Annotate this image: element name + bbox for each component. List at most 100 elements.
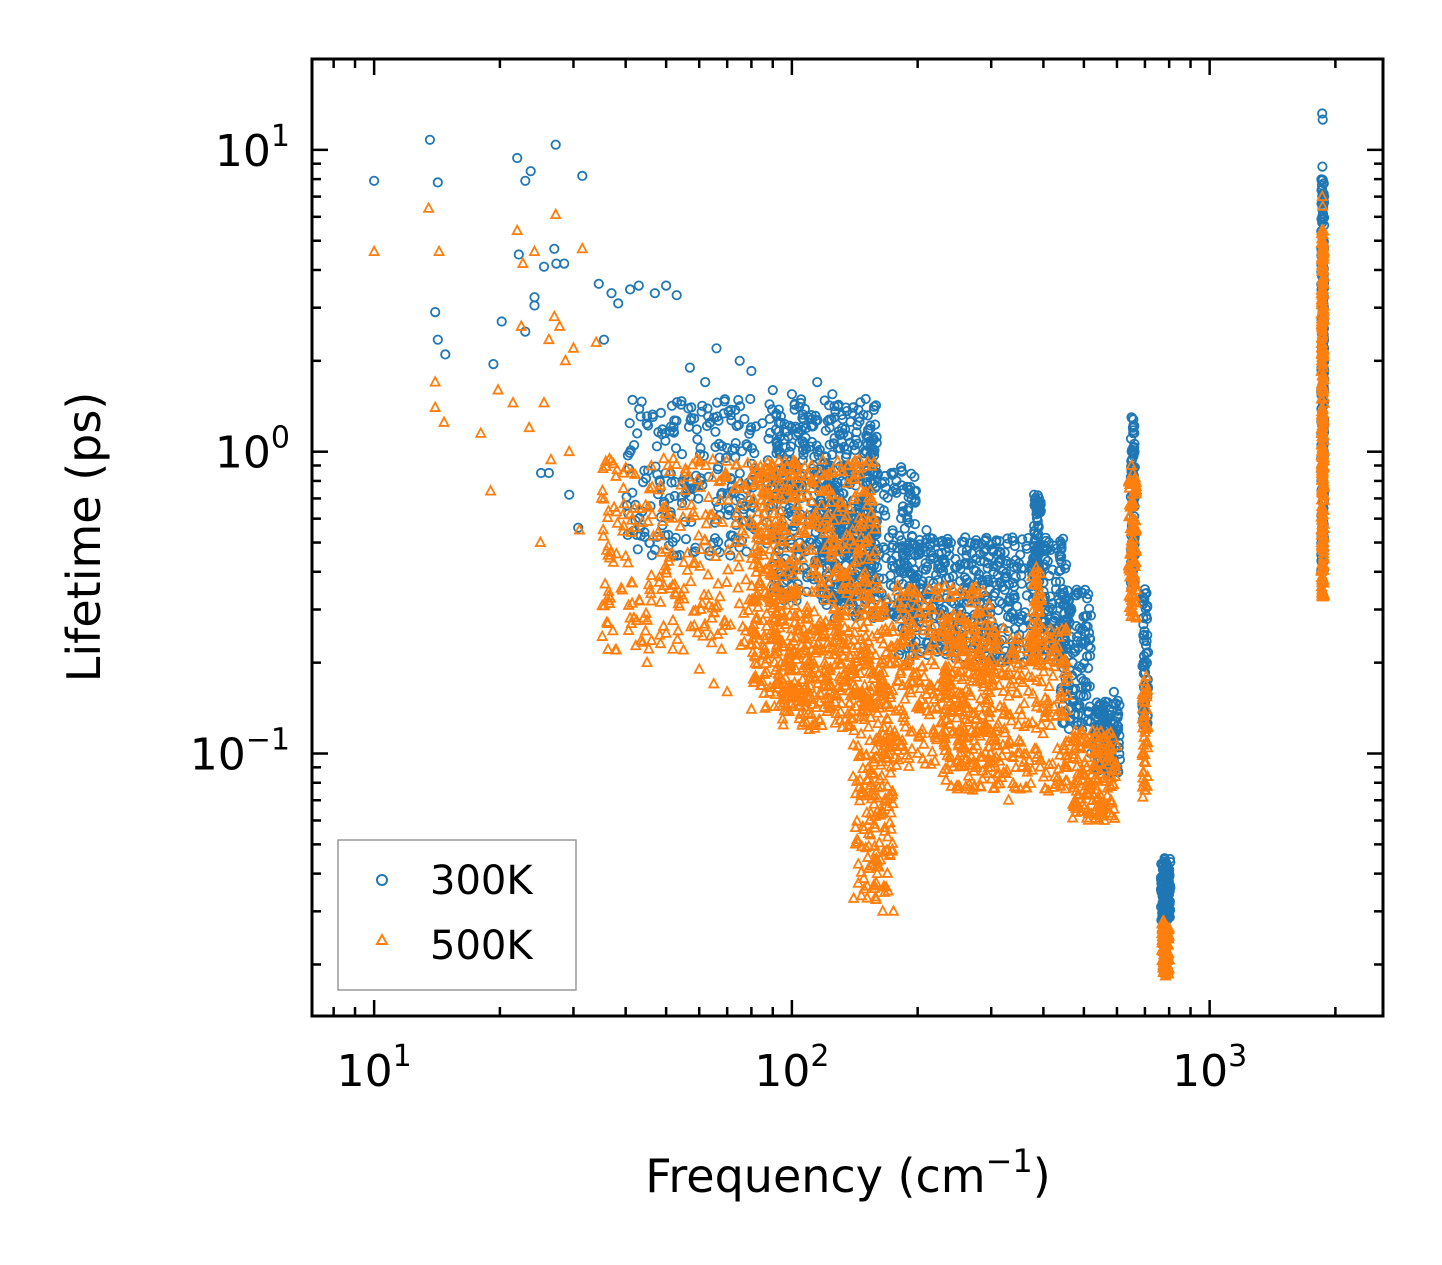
- data-point-300k: [1156, 877, 1167, 888]
- data-point-300k: [1080, 610, 1091, 622]
- data-point-500k: [676, 498, 689, 511]
- data-point-300k: [840, 452, 852, 463]
- data-point-500k: [576, 241, 589, 254]
- data-point-500k: [611, 516, 624, 528]
- data-point-500k: [684, 620, 697, 632]
- data-point-300k: [1009, 540, 1020, 552]
- data-point-500k: [796, 539, 809, 552]
- data-point-500k: [741, 456, 754, 468]
- data-point-500k: [600, 459, 613, 471]
- data-point-300k: [733, 419, 744, 430]
- data-point-300k: [993, 605, 1004, 616]
- data-point-500k: [735, 524, 748, 536]
- data-point-300k: [430, 306, 441, 318]
- data-point-500k: [615, 581, 628, 593]
- data-point-500k: [769, 513, 782, 526]
- data-point-500k: [715, 642, 728, 654]
- data-point-500k: [698, 617, 711, 629]
- data-point-300k: [914, 539, 925, 550]
- data-point-300k: [671, 290, 682, 301]
- data-point-500k: [688, 508, 701, 521]
- data-point-500k: [799, 612, 812, 624]
- data-point-500k: [511, 223, 524, 236]
- data-point-500k: [1316, 189, 1329, 202]
- data-point-500k: [716, 515, 729, 527]
- data-point-300k: [683, 421, 695, 432]
- data-point-500k: [640, 606, 653, 618]
- data-point-300k: [785, 441, 797, 452]
- data-point-300k: [824, 414, 835, 425]
- data-point-300k: [871, 431, 882, 442]
- data-point-300k: [1080, 620, 1091, 632]
- data-point-300k: [549, 243, 560, 254]
- data-point-500k: [694, 602, 707, 614]
- data-point-500k: [764, 542, 777, 554]
- data-point-300k: [1033, 502, 1044, 513]
- data-point-500k: [694, 542, 707, 554]
- data-point-300k: [744, 428, 755, 439]
- data-point-500k: [788, 480, 801, 492]
- data-point-300k: [577, 170, 588, 181]
- data-point-300k: [1109, 718, 1120, 729]
- data-point-300k: [624, 284, 636, 295]
- data-point-300k: [660, 280, 672, 291]
- data-point-300k: [1072, 666, 1083, 677]
- data-point-500k: [721, 684, 734, 697]
- data-point-500k: [720, 454, 733, 466]
- data-point-300k: [961, 574, 972, 585]
- data-point-500k: [507, 396, 520, 408]
- data-point-300k: [711, 343, 722, 354]
- data-point-300k: [1129, 446, 1140, 458]
- data-point-300k: [488, 358, 499, 370]
- data-point-500k: [687, 604, 700, 616]
- data-point-500k: [590, 335, 603, 347]
- data-point-500k: [609, 643, 622, 655]
- data-point-500k: [429, 400, 442, 412]
- data-point-300k: [702, 403, 713, 414]
- data-point-300k: [1141, 648, 1152, 659]
- data-point-500k: [733, 476, 746, 488]
- data-point-500k: [641, 655, 654, 668]
- data-point-500k: [743, 513, 756, 526]
- data-point-300k: [1138, 657, 1149, 668]
- data-point-500k: [654, 636, 667, 649]
- data-point-300k: [564, 489, 575, 500]
- data-point-300k: [887, 469, 898, 480]
- data-point-500k: [663, 464, 676, 477]
- data-point-500k: [691, 625, 704, 638]
- data-point-300k: [1029, 552, 1040, 564]
- data-point-300k: [920, 564, 931, 575]
- data-point-300k: [1127, 444, 1138, 455]
- data-point-500k: [659, 499, 672, 512]
- data-point-500k: [573, 523, 586, 535]
- data-point-300k: [773, 404, 784, 415]
- data-point-300k: [909, 471, 920, 482]
- data-point-300k: [1080, 676, 1091, 688]
- data-point-300k: [937, 536, 948, 547]
- data-point-500k: [626, 576, 639, 588]
- data-point-500k: [705, 611, 718, 623]
- data-point-500k: [681, 563, 694, 575]
- data-point-500k: [745, 579, 758, 591]
- data-point-300k: [710, 426, 721, 437]
- data-point-500k: [844, 502, 857, 514]
- data-point-500k: [662, 458, 675, 470]
- data-point-500k: [659, 542, 672, 554]
- data-point-500k: [677, 643, 690, 655]
- data-point-300k: [868, 404, 880, 416]
- data-point-500k: [737, 606, 750, 618]
- data-point-500k: [846, 604, 859, 617]
- data-point-500k: [604, 545, 617, 557]
- data-point-300k: [797, 421, 809, 432]
- data-point-300k: [1107, 706, 1118, 717]
- data-point-300k: [988, 577, 999, 588]
- data-point-500k: [654, 478, 667, 491]
- data-point-500k: [617, 481, 630, 493]
- data-point-300k: [1156, 858, 1167, 870]
- data-point-500k: [684, 510, 697, 523]
- data-point-500k: [548, 309, 561, 322]
- data-point-300k: [733, 394, 744, 406]
- data-point-500k: [639, 624, 652, 636]
- data-point-500k: [694, 480, 707, 492]
